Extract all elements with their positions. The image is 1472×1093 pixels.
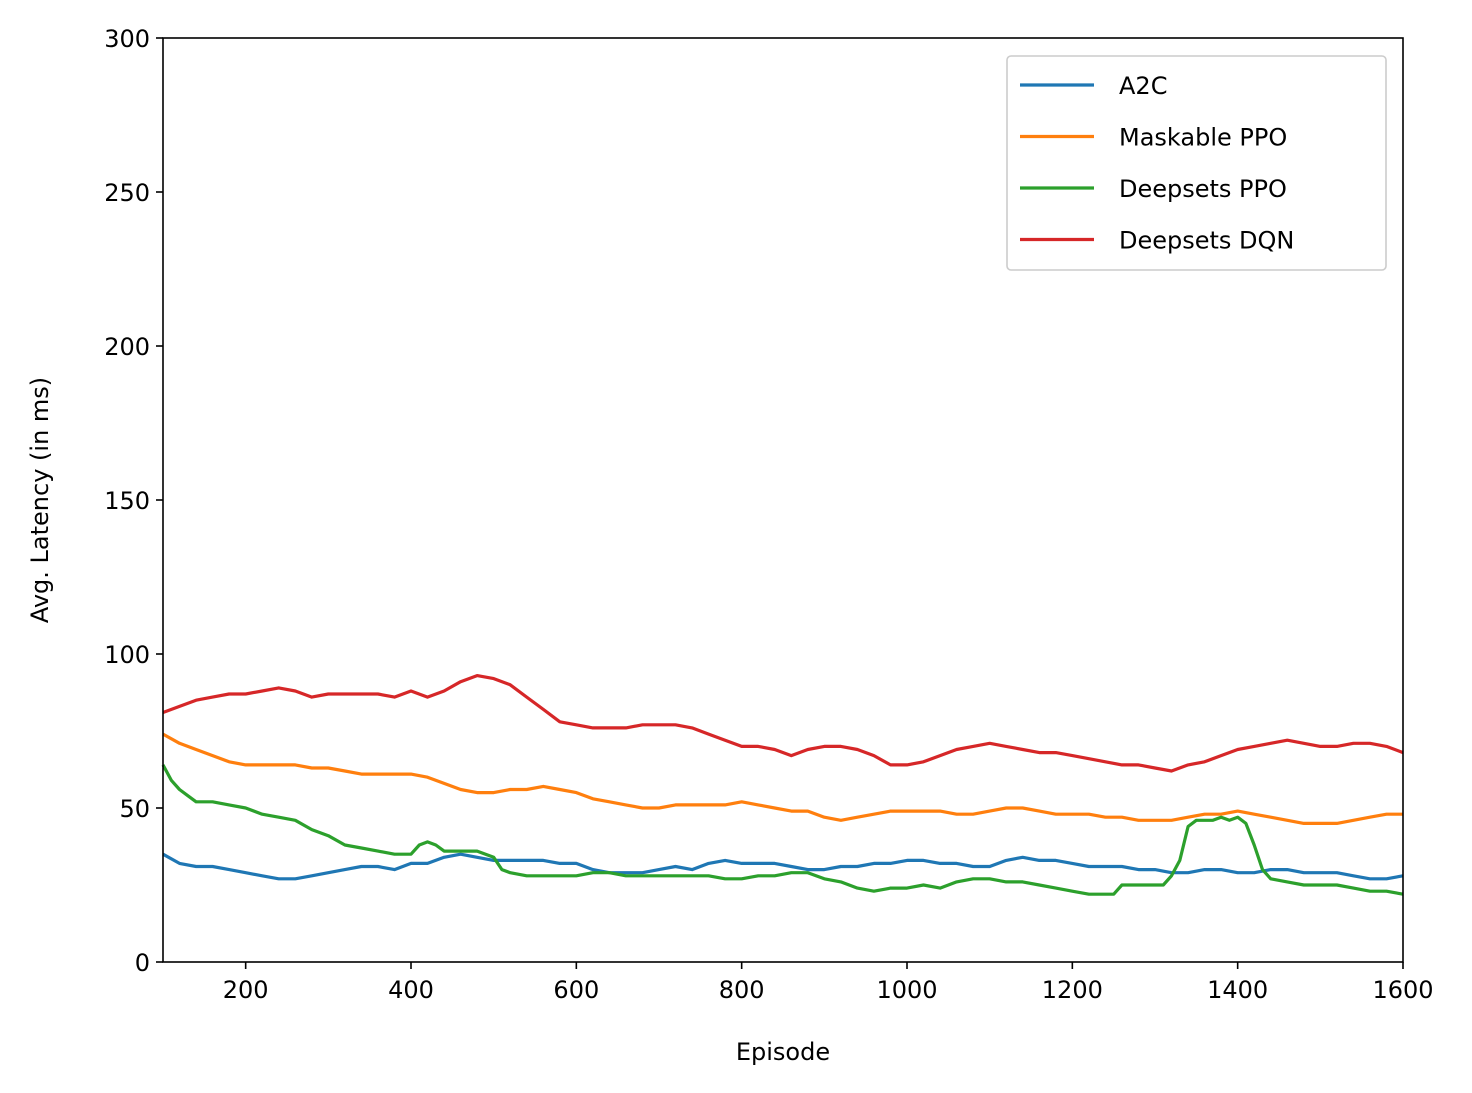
plot-frame xyxy=(162,37,1404,963)
x-tick-label: 600 xyxy=(553,976,599,1004)
y-axis-label: Avg. Latency (in ms) xyxy=(26,377,54,623)
y-tick-label: 200 xyxy=(104,333,150,361)
x-tick-label: 1200 xyxy=(1042,976,1103,1004)
x-tick-label: 200 xyxy=(223,976,269,1004)
legend: A2C Maskable PPO Deepsets PPO Deepsets DQN xyxy=(1006,55,1387,271)
y-tick-label: 100 xyxy=(104,641,150,669)
y-tick-label: 0 xyxy=(135,949,150,977)
x-axis-label: Episode xyxy=(736,1038,830,1066)
y-tick-label: 50 xyxy=(119,795,150,823)
series-line-deepsets-dqn xyxy=(162,673,1404,773)
legend-box xyxy=(1006,55,1387,271)
y-tick-label: 250 xyxy=(104,179,150,207)
x-axis: 200 400 600 800 1000 1200 1400 1600 xyxy=(223,962,1434,1004)
series-line-a2c xyxy=(162,852,1404,881)
y-tick-label: 300 xyxy=(104,25,150,53)
series-lines xyxy=(161,673,1404,896)
x-tick-label: 800 xyxy=(719,976,765,1004)
y-tick-label: 150 xyxy=(104,487,150,515)
y-axis: 0 50 100 150 200 250 300 xyxy=(104,25,163,977)
series-line-maskable-ppo xyxy=(162,732,1403,826)
x-tick-label: 1400 xyxy=(1207,976,1268,1004)
legend-label-deepsets-dqn: Deepsets DQN xyxy=(1119,227,1294,255)
series-line-deepsets-ppo xyxy=(161,764,1404,896)
x-tick-label: 400 xyxy=(388,976,434,1004)
x-tick-label: 1000 xyxy=(876,976,937,1004)
x-tick-label: 1600 xyxy=(1372,976,1433,1004)
legend-label-a2c: A2C xyxy=(1119,72,1167,100)
legend-label-deepsets-ppo: Deepsets PPO xyxy=(1119,175,1287,203)
legend-label-maskable-ppo: Maskable PPO xyxy=(1119,124,1287,152)
